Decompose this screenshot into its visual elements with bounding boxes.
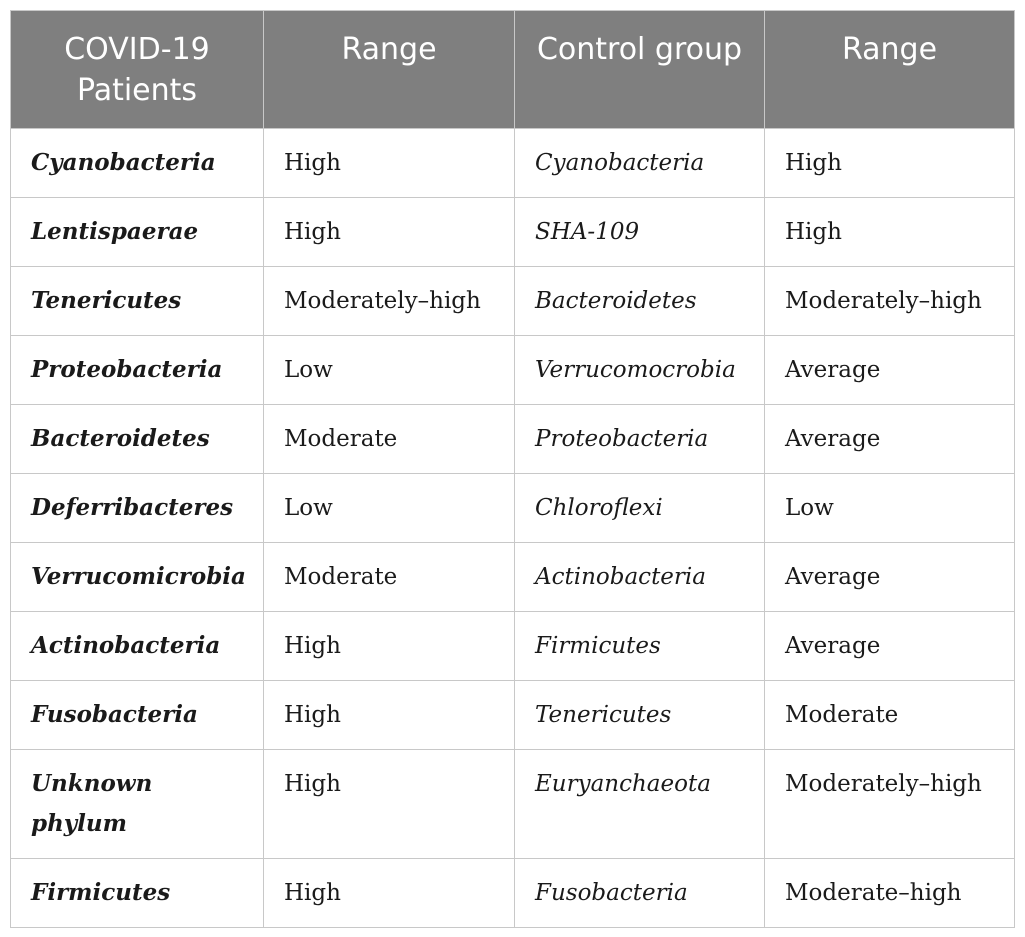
control-phylum-cell: Chloroflexi [514, 473, 765, 543]
control-phylum-cell: Proteobacteria [514, 404, 765, 474]
control-phylum-cell: SHA-109 [514, 197, 765, 267]
header-covid-patients: COVID-19 Patients [10, 10, 264, 129]
covid-range-cell: Moderately–high [263, 266, 515, 336]
covid-phylum-cell: Unknown phylum [10, 749, 264, 859]
control-phylum-cell: Actinobacteria [514, 542, 765, 612]
table-row: Firmicutes High Fusobacteria Moderate–hi… [10, 858, 1015, 928]
control-range-cell: Average [764, 404, 1015, 474]
covid-range-cell: Moderate [263, 542, 515, 612]
control-range-cell: High [764, 197, 1015, 267]
covid-range-cell: Moderate [263, 404, 515, 474]
control-phylum-cell: Firmicutes [514, 611, 765, 681]
control-range-cell: Average [764, 542, 1015, 612]
control-range-cell: Average [764, 335, 1015, 405]
control-phylum-cell: Euryanchaeota [514, 749, 765, 859]
header-control-group: Control group [514, 10, 765, 129]
table-row: Tenericutes Moderately–high Bacteroidete… [10, 266, 1015, 336]
table-row: Bacteroidetes Moderate Proteobacteria Av… [10, 404, 1015, 474]
control-phylum-cell: Verrucomocrobia [514, 335, 765, 405]
control-range-cell: Moderate–high [764, 858, 1015, 928]
phyla-comparison-table: COVID-19 Patients Range Control group Ra… [10, 10, 1015, 928]
control-phylum-cell: Cyanobacteria [514, 128, 765, 198]
covid-phylum-cell: Firmicutes [10, 858, 264, 928]
covid-phylum-cell: Bacteroidetes [10, 404, 264, 474]
table-row: Lentispaerae High SHA-109 High [10, 197, 1015, 267]
covid-phylum-cell: Lentispaerae [10, 197, 264, 267]
control-range-cell: Moderately–high [764, 749, 1015, 859]
header-row: COVID-19 Patients Range Control group Ra… [10, 10, 1015, 129]
covid-phylum-cell: Deferribacteres [10, 473, 264, 543]
covid-range-cell: High [263, 858, 515, 928]
table-header: COVID-19 Patients Range Control group Ra… [10, 10, 1015, 129]
control-range-cell: Low [764, 473, 1015, 543]
control-phylum-cell: Bacteroidetes [514, 266, 765, 336]
covid-range-cell: High [263, 128, 515, 198]
covid-phylum-cell: Actinobacteria [10, 611, 264, 681]
control-phylum-cell: Tenericutes [514, 680, 765, 750]
covid-phylum-cell: Verrucomicrobia [10, 542, 264, 612]
table-row: Deferribacteres Low Chloroflexi Low [10, 473, 1015, 543]
table-row: Cyanobacteria High Cyanobacteria High [10, 128, 1015, 198]
table-row: Verrucomicrobia Moderate Actinobacteria … [10, 542, 1015, 612]
control-range-cell: Moderate [764, 680, 1015, 750]
control-range-cell: Moderately–high [764, 266, 1015, 336]
control-range-cell: Average [764, 611, 1015, 681]
covid-phylum-cell: Fusobacteria [10, 680, 264, 750]
table-row: Unknown phylum High Euryanchaeota Modera… [10, 749, 1015, 859]
covid-phylum-cell: Proteobacteria [10, 335, 264, 405]
covid-range-cell: Low [263, 335, 515, 405]
covid-range-cell: High [263, 197, 515, 267]
covid-phylum-cell: Cyanobacteria [10, 128, 264, 198]
table-row: Actinobacteria High Firmicutes Average [10, 611, 1015, 681]
covid-range-cell: High [263, 611, 515, 681]
table-row: Fusobacteria High Tenericutes Moderate [10, 680, 1015, 750]
header-control-range: Range [764, 10, 1015, 129]
control-range-cell: High [764, 128, 1015, 198]
covid-range-cell: High [263, 680, 515, 750]
covid-range-cell: Low [263, 473, 515, 543]
covid-phylum-cell: Tenericutes [10, 266, 264, 336]
covid-range-cell: High [263, 749, 515, 859]
control-phylum-cell: Fusobacteria [514, 858, 765, 928]
header-covid-range: Range [263, 10, 515, 129]
table-row: Proteobacteria Low Verrucomocrobia Avera… [10, 335, 1015, 405]
table-body: Cyanobacteria High Cyanobacteria High Le… [10, 128, 1015, 928]
